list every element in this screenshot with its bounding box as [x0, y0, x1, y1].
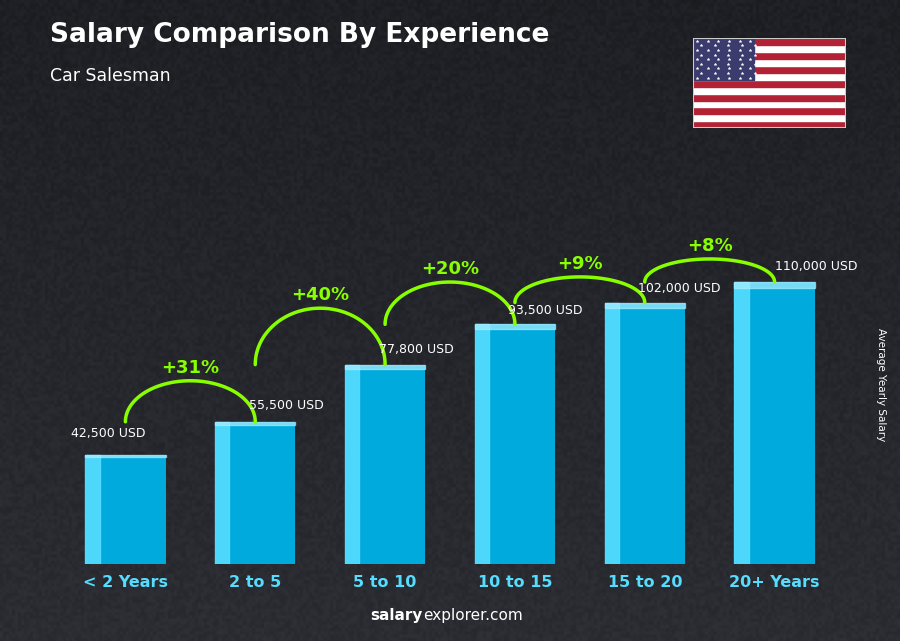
Bar	[693, 38, 754, 80]
Bar	[693, 80, 846, 87]
Bar	[215, 422, 295, 564]
Bar	[345, 365, 426, 369]
Text: 102,000 USD: 102,000 USD	[638, 282, 721, 295]
Bar	[474, 324, 490, 564]
Text: salary: salary	[371, 608, 423, 623]
Bar	[693, 38, 846, 46]
Text: +20%: +20%	[421, 260, 479, 278]
Bar	[215, 422, 230, 564]
Text: Average Yearly Salary: Average Yearly Salary	[877, 328, 886, 441]
Bar	[693, 66, 846, 73]
Bar	[693, 101, 846, 108]
Bar	[734, 282, 749, 564]
Bar	[693, 59, 846, 66]
Text: 55,500 USD: 55,500 USD	[248, 399, 323, 412]
Bar	[605, 303, 685, 308]
Text: +40%: +40%	[291, 287, 349, 304]
Bar	[86, 455, 166, 564]
Text: Salary Comparison By Experience: Salary Comparison By Experience	[50, 22, 549, 49]
Bar	[345, 365, 359, 564]
Bar	[605, 303, 685, 564]
Bar	[693, 114, 846, 121]
Text: 110,000 USD: 110,000 USD	[775, 260, 857, 273]
Bar	[474, 324, 555, 329]
Bar	[693, 87, 846, 94]
Text: +9%: +9%	[557, 255, 603, 273]
Bar	[215, 422, 295, 424]
Bar	[734, 282, 814, 288]
Text: 42,500 USD: 42,500 USD	[71, 427, 146, 440]
Bar	[693, 108, 846, 114]
Bar	[605, 303, 619, 564]
Bar	[693, 73, 846, 80]
Bar	[86, 455, 100, 564]
Text: explorer.com: explorer.com	[423, 608, 523, 623]
Bar	[693, 94, 846, 101]
Bar	[693, 53, 846, 59]
Bar	[474, 324, 555, 564]
Bar	[345, 365, 426, 564]
Bar	[734, 282, 814, 564]
Text: +8%: +8%	[687, 237, 733, 255]
Text: 93,500 USD: 93,500 USD	[508, 304, 583, 317]
Bar	[693, 121, 846, 128]
Bar	[86, 455, 166, 457]
Text: 77,800 USD: 77,800 USD	[379, 343, 454, 356]
Text: Car Salesman: Car Salesman	[50, 67, 170, 85]
Text: +31%: +31%	[161, 359, 220, 377]
Bar	[693, 46, 846, 53]
